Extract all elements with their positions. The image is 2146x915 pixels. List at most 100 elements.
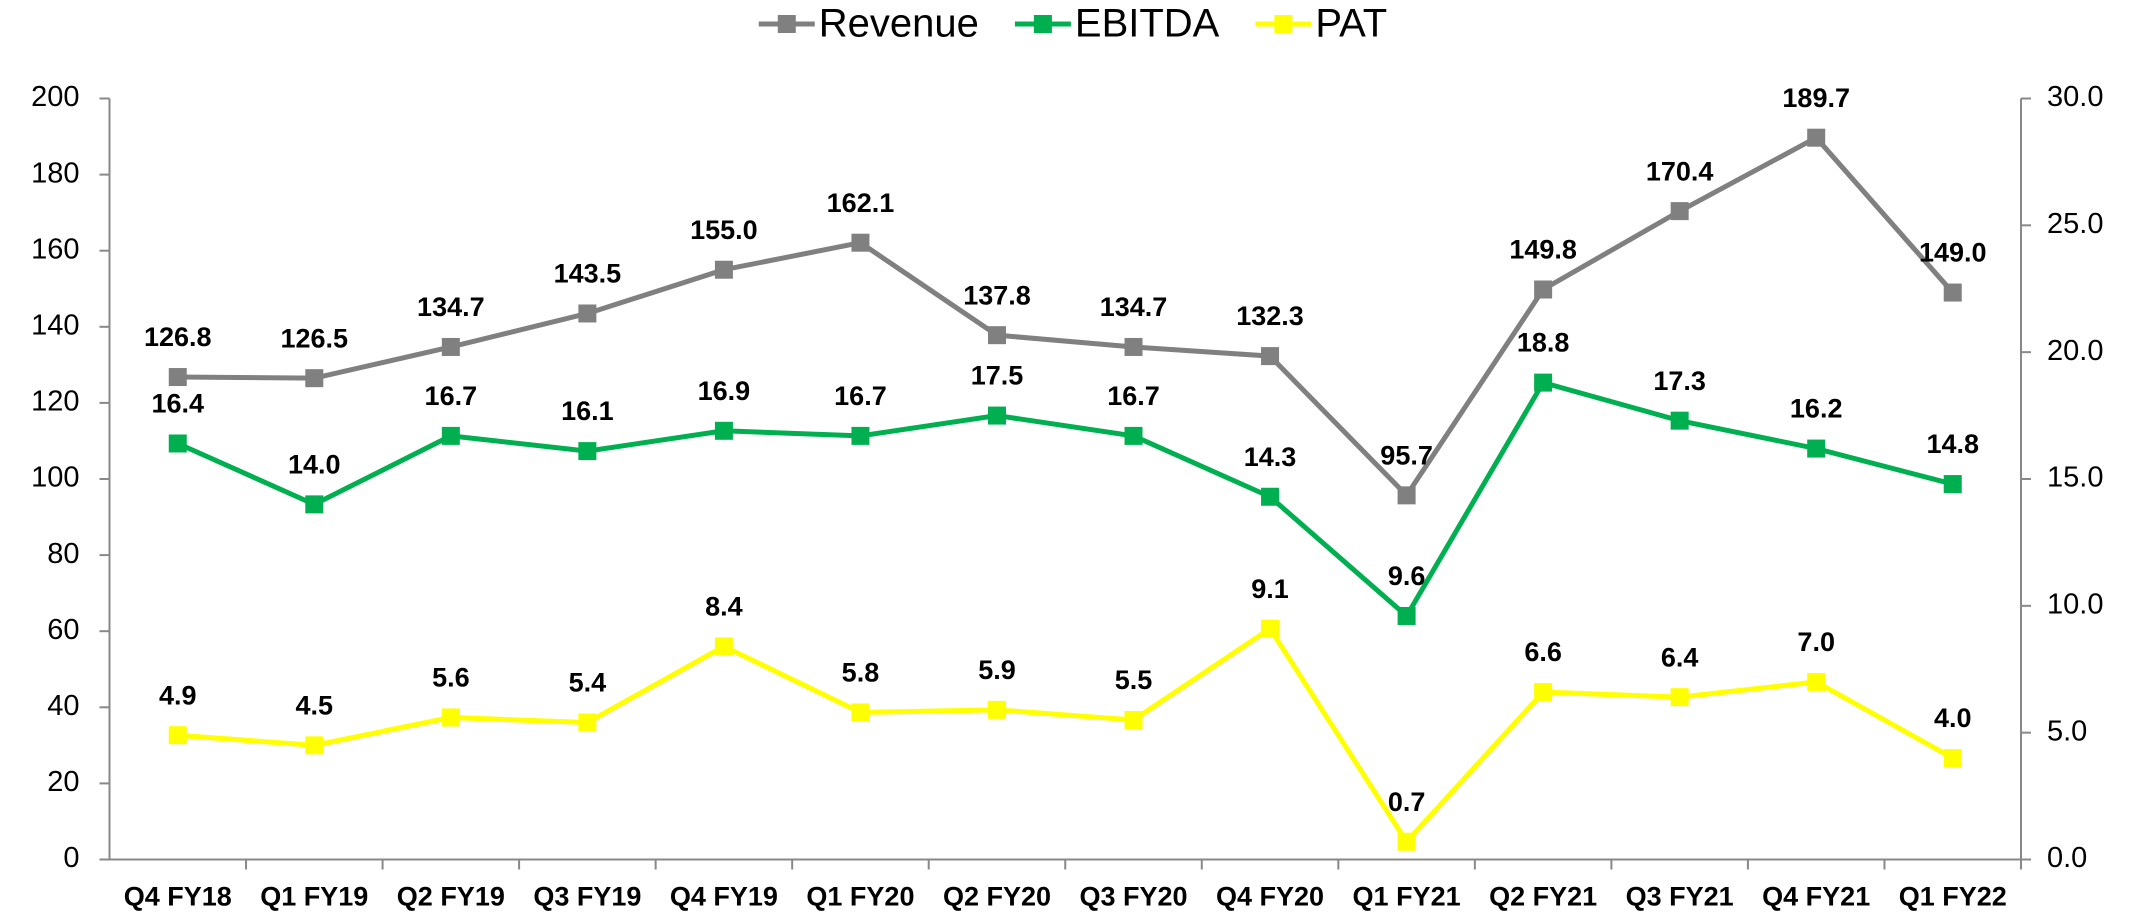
data-label: 16.2 [1790,394,1843,424]
data-label: 14.0 [288,449,341,479]
data-label: 132.3 [1236,301,1304,331]
marker [441,337,460,356]
marker [305,495,324,514]
y-tick-label: 20 [47,766,79,798]
data-label: 16.7 [425,381,478,411]
data-label: 7.0 [1797,627,1835,657]
y-tick-label: 100 [31,462,79,494]
x-tick-label: Q4 FY18 [124,882,232,912]
x-tick-label: Q4 FY21 [1762,882,1870,912]
data-label: 4.0 [1934,703,1972,733]
x-tick-label: Q1 FY21 [1353,882,1461,912]
x-tick-label: Q2 FY19 [397,882,505,912]
y-tick-label: 40 [47,690,79,722]
marker [1397,606,1416,625]
data-label: 18.8 [1517,328,1570,358]
y2-tick-label: 10.0 [2047,588,2103,620]
marker [714,260,733,279]
data-label: 16.7 [1107,381,1160,411]
marker [578,713,597,732]
x-tick-label: Q2 FY20 [943,882,1051,912]
y-tick-label: 140 [31,309,79,341]
data-label: 134.7 [417,292,485,322]
data-label: 0.7 [1388,787,1426,817]
data-label: 155.0 [690,215,758,245]
marker [305,369,324,388]
marker [168,726,187,745]
marker [1943,475,1962,494]
data-label: 6.4 [1661,642,1699,672]
marker [851,426,870,445]
legend-item: Revenue [758,2,979,46]
data-label: 17.5 [971,361,1024,391]
data-label: 16.1 [561,396,614,426]
x-tick-label: Q4 FY19 [670,882,778,912]
marker [1397,832,1416,851]
marker [578,304,597,323]
legend: Revenue EBITDA PAT [758,2,1387,46]
data-label: 149.8 [1509,235,1577,265]
y-tick-label: 0 [63,842,79,874]
y-tick-label: 120 [31,386,79,418]
legend-marker [1274,15,1293,33]
data-label: 5.5 [1115,665,1153,695]
y-tick-label: 60 [47,614,79,646]
x-tick-label: Q3 FY20 [1079,882,1187,912]
data-label: 14.8 [1926,429,1979,459]
data-label: 149.0 [1919,238,1987,268]
marker [1943,283,1962,302]
marker [1397,486,1416,505]
marker [1943,749,1962,768]
x-tick-label: Q1 FY19 [260,882,368,912]
data-label: 16.7 [834,381,887,411]
marker [987,700,1006,719]
marker [1261,619,1280,638]
marker [305,736,324,755]
marker [1670,411,1689,430]
marker [1807,128,1826,147]
x-tick-label: Q1 FY22 [1899,882,2007,912]
data-label: 126.5 [281,323,349,353]
data-label: 8.4 [705,592,743,622]
legend-label: Revenue [819,2,979,46]
marker [1670,688,1689,707]
y2-tick-label: 0.0 [2047,842,2087,874]
marker [1124,337,1143,356]
data-label: 16.4 [151,389,204,419]
x-tick-label: Q3 FY19 [533,882,641,912]
marker [1261,347,1280,366]
y-tick-label: 80 [47,538,79,570]
x-tick-label: Q1 FY20 [806,882,914,912]
marker [851,233,870,252]
marker [1261,487,1280,506]
x-tick-label: Q2 FY21 [1489,882,1597,912]
marker [441,708,460,727]
data-label: 4.5 [296,690,334,720]
legend-label: PAT [1315,2,1387,46]
marker [714,421,733,440]
data-label: 6.6 [1524,637,1562,667]
data-label: 170.4 [1646,156,1714,186]
data-label: 17.3 [1653,366,1706,396]
data-label: 189.7 [1782,83,1850,113]
legend-label: EBITDA [1075,2,1220,46]
legend-item: EBITDA [1014,2,1220,46]
y2-tick-label: 5.0 [2047,715,2087,747]
data-label: 126.8 [144,322,212,352]
marker [168,368,187,387]
data-label: 5.9 [978,655,1016,685]
data-label: 5.8 [842,657,880,687]
marker [1124,426,1143,445]
marker [1124,710,1143,729]
data-label: 9.1 [1251,574,1289,604]
y-tick-label: 200 [31,81,79,113]
y2-tick-label: 25.0 [2047,208,2103,240]
marker [1534,683,1553,702]
marker [714,637,733,656]
marker [168,434,187,453]
data-label: 14.3 [1244,442,1297,472]
y2-tick-label: 30.0 [2047,81,2103,113]
series-line [177,625,1954,846]
marker [1534,280,1553,299]
